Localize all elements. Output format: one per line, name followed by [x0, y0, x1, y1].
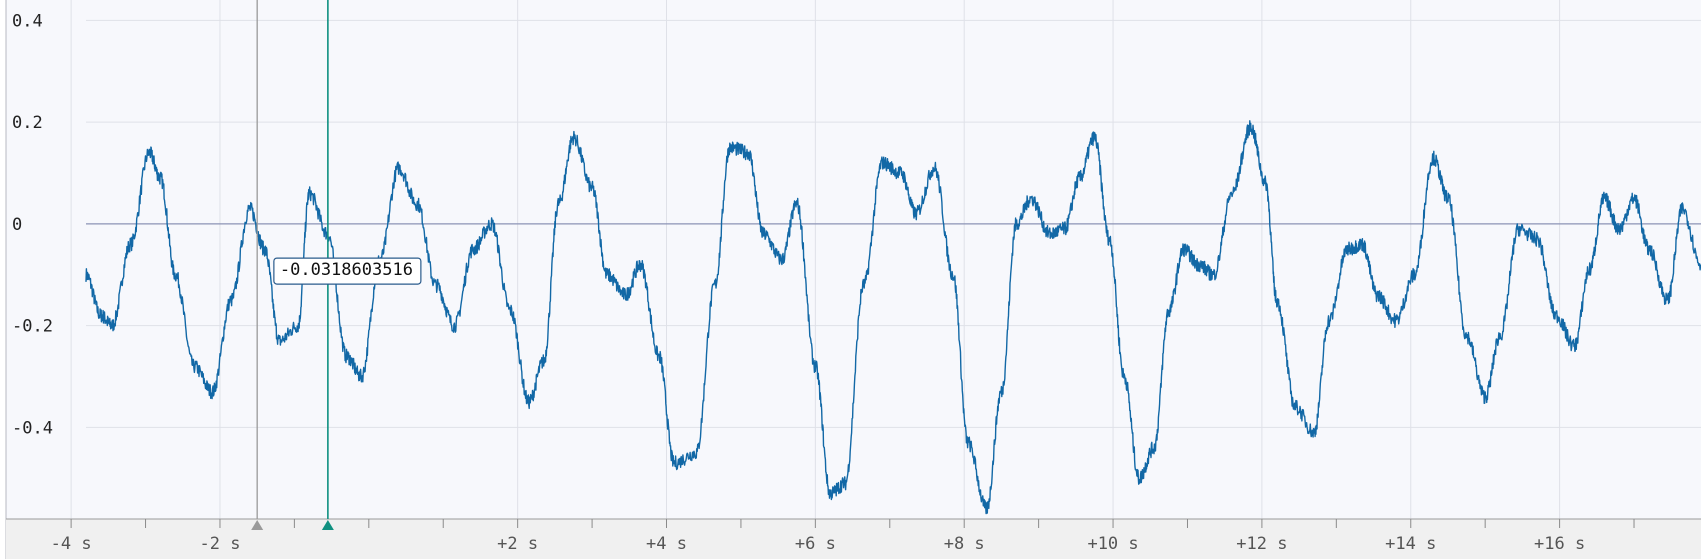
- y-tick-label: 0: [12, 215, 22, 235]
- time-tick-label: +16 s: [1534, 534, 1585, 554]
- time-axis-minor-ticks: [70, 519, 1635, 528]
- y-tick-label: 0.4: [12, 11, 43, 31]
- time-tick-label: +4 s: [646, 534, 687, 554]
- cursor-value-tooltip: -0.0318603516: [273, 257, 422, 285]
- time-axis-tick-labels: -4 s -2 s +2 s +4 s +6 s +8 s +10 s +12 s +14 s +…: [51, 534, 1586, 554]
- time-tick-label: -4 s: [51, 534, 92, 554]
- time-tick-label: +12 s: [1236, 534, 1287, 554]
- primary-cursor-handle-icon[interactable]: [321, 520, 334, 530]
- secondary-cursor-handle-icon[interactable]: [251, 520, 264, 530]
- y-tick-label: -0.2: [12, 317, 53, 337]
- time-tick-label: -2 s: [199, 534, 240, 554]
- y-tick-label: 0.2: [12, 113, 43, 133]
- x-grid-lines: [70, 0, 1561, 519]
- time-tick-label: +2 s: [497, 534, 538, 554]
- y-grid-lines: [86, 19, 1701, 428]
- time-tick-label: +10 s: [1087, 534, 1138, 554]
- cursor-value-label: -0.0318603516: [280, 260, 413, 280]
- y-tick-label: -0.4: [12, 418, 53, 438]
- time-tick-label: +6 s: [795, 534, 836, 554]
- y-axis-tick-labels: 0.4 0.2 0 -0.2 -0.4: [12, 11, 53, 438]
- time-tick-label: +8 s: [944, 534, 985, 554]
- tooltip-box: [273, 257, 422, 285]
- time-axis-strip[interactable]: [6, 519, 1701, 559]
- waveform-series: [85, 120, 1701, 515]
- plot-area[interactable]: [6, 0, 1701, 519]
- time-tick-label: +14 s: [1385, 534, 1436, 554]
